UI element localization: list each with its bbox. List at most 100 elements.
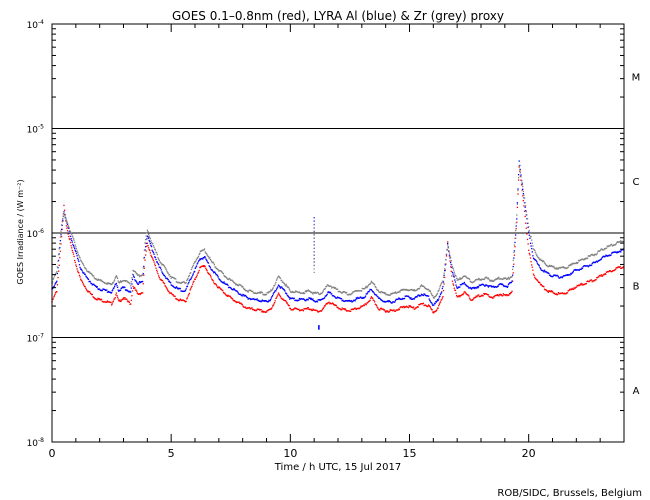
data-point xyxy=(113,280,115,282)
data-point xyxy=(508,294,510,296)
data-point xyxy=(333,286,335,288)
data-point xyxy=(587,257,589,259)
data-point xyxy=(53,296,55,298)
data-point xyxy=(172,294,174,296)
data-point xyxy=(197,256,199,259)
data-point xyxy=(86,276,88,279)
data-point xyxy=(515,228,517,230)
data-point xyxy=(305,300,307,302)
data-point xyxy=(572,288,574,290)
data-point xyxy=(165,287,168,289)
data-point xyxy=(340,309,343,311)
data-point xyxy=(205,269,208,271)
data-point xyxy=(384,310,386,312)
data-point xyxy=(158,275,160,277)
data-point xyxy=(271,288,274,290)
data-point xyxy=(366,292,369,294)
data-point xyxy=(383,309,386,311)
data-point xyxy=(143,267,146,269)
data-point xyxy=(66,222,69,225)
data-point xyxy=(262,310,265,313)
data-point xyxy=(198,259,200,262)
data-point xyxy=(609,245,611,247)
data-point xyxy=(539,284,542,286)
data-point xyxy=(354,307,356,309)
data-point xyxy=(551,265,554,268)
data-point xyxy=(407,306,410,309)
data-point xyxy=(126,289,128,291)
data-point xyxy=(488,278,490,280)
data-point xyxy=(59,242,61,245)
data-point xyxy=(444,269,446,272)
data-point xyxy=(60,230,62,232)
data-point xyxy=(229,278,231,280)
data-point xyxy=(224,293,227,295)
data-point xyxy=(483,292,485,295)
data-point xyxy=(498,295,500,297)
data-point xyxy=(76,268,78,270)
data-point xyxy=(334,296,336,298)
data-point xyxy=(577,262,579,264)
data-point xyxy=(445,258,447,261)
data-point xyxy=(73,239,75,241)
data-point xyxy=(399,291,401,293)
data-point xyxy=(305,290,308,293)
data-point xyxy=(542,260,544,262)
data-point xyxy=(51,287,54,290)
data-point xyxy=(528,234,530,236)
data-point xyxy=(441,287,443,290)
data-point xyxy=(313,258,315,260)
x-axis-label: Time / h UTC, 15 Jul 2017 xyxy=(274,462,402,473)
data-point xyxy=(99,299,102,301)
data-point xyxy=(152,258,154,260)
data-point xyxy=(182,290,184,293)
data-point xyxy=(496,294,498,297)
data-point xyxy=(423,304,425,307)
data-point xyxy=(445,254,448,256)
data-point xyxy=(325,302,328,305)
data-point xyxy=(214,272,217,275)
data-point xyxy=(499,293,501,295)
data-point xyxy=(447,244,449,246)
data-point xyxy=(581,282,583,285)
data-point xyxy=(63,214,66,216)
data-point xyxy=(209,265,211,268)
data-point xyxy=(424,287,427,289)
data-point xyxy=(365,285,367,288)
data-point xyxy=(319,310,321,312)
data-point xyxy=(619,250,621,252)
data-point xyxy=(91,293,93,296)
data-point xyxy=(162,281,164,283)
series-zr xyxy=(51,165,625,299)
data-point xyxy=(207,255,209,257)
data-point xyxy=(194,267,196,269)
data-point xyxy=(52,278,54,280)
data-point xyxy=(68,235,70,238)
flare-class-b: B xyxy=(633,281,640,292)
data-point xyxy=(160,269,162,271)
data-point xyxy=(153,253,155,255)
data-point xyxy=(202,258,204,260)
data-point xyxy=(443,274,445,276)
data-point xyxy=(189,289,191,291)
data-point xyxy=(168,280,171,282)
data-point xyxy=(607,254,610,257)
data-point xyxy=(511,290,513,292)
data-point xyxy=(572,288,574,290)
data-point xyxy=(515,225,517,227)
data-point xyxy=(522,193,525,195)
data-point xyxy=(438,298,440,300)
data-point xyxy=(89,271,91,274)
data-point xyxy=(65,219,67,221)
data-point xyxy=(372,282,374,284)
data-point xyxy=(145,235,147,237)
data-point xyxy=(555,293,558,295)
data-point xyxy=(133,275,135,277)
data-point xyxy=(329,291,332,294)
data-point xyxy=(274,283,276,285)
data-point xyxy=(115,294,117,296)
data-point xyxy=(158,258,160,260)
data-point xyxy=(149,236,151,239)
data-point xyxy=(330,285,332,288)
data-point xyxy=(279,295,282,298)
